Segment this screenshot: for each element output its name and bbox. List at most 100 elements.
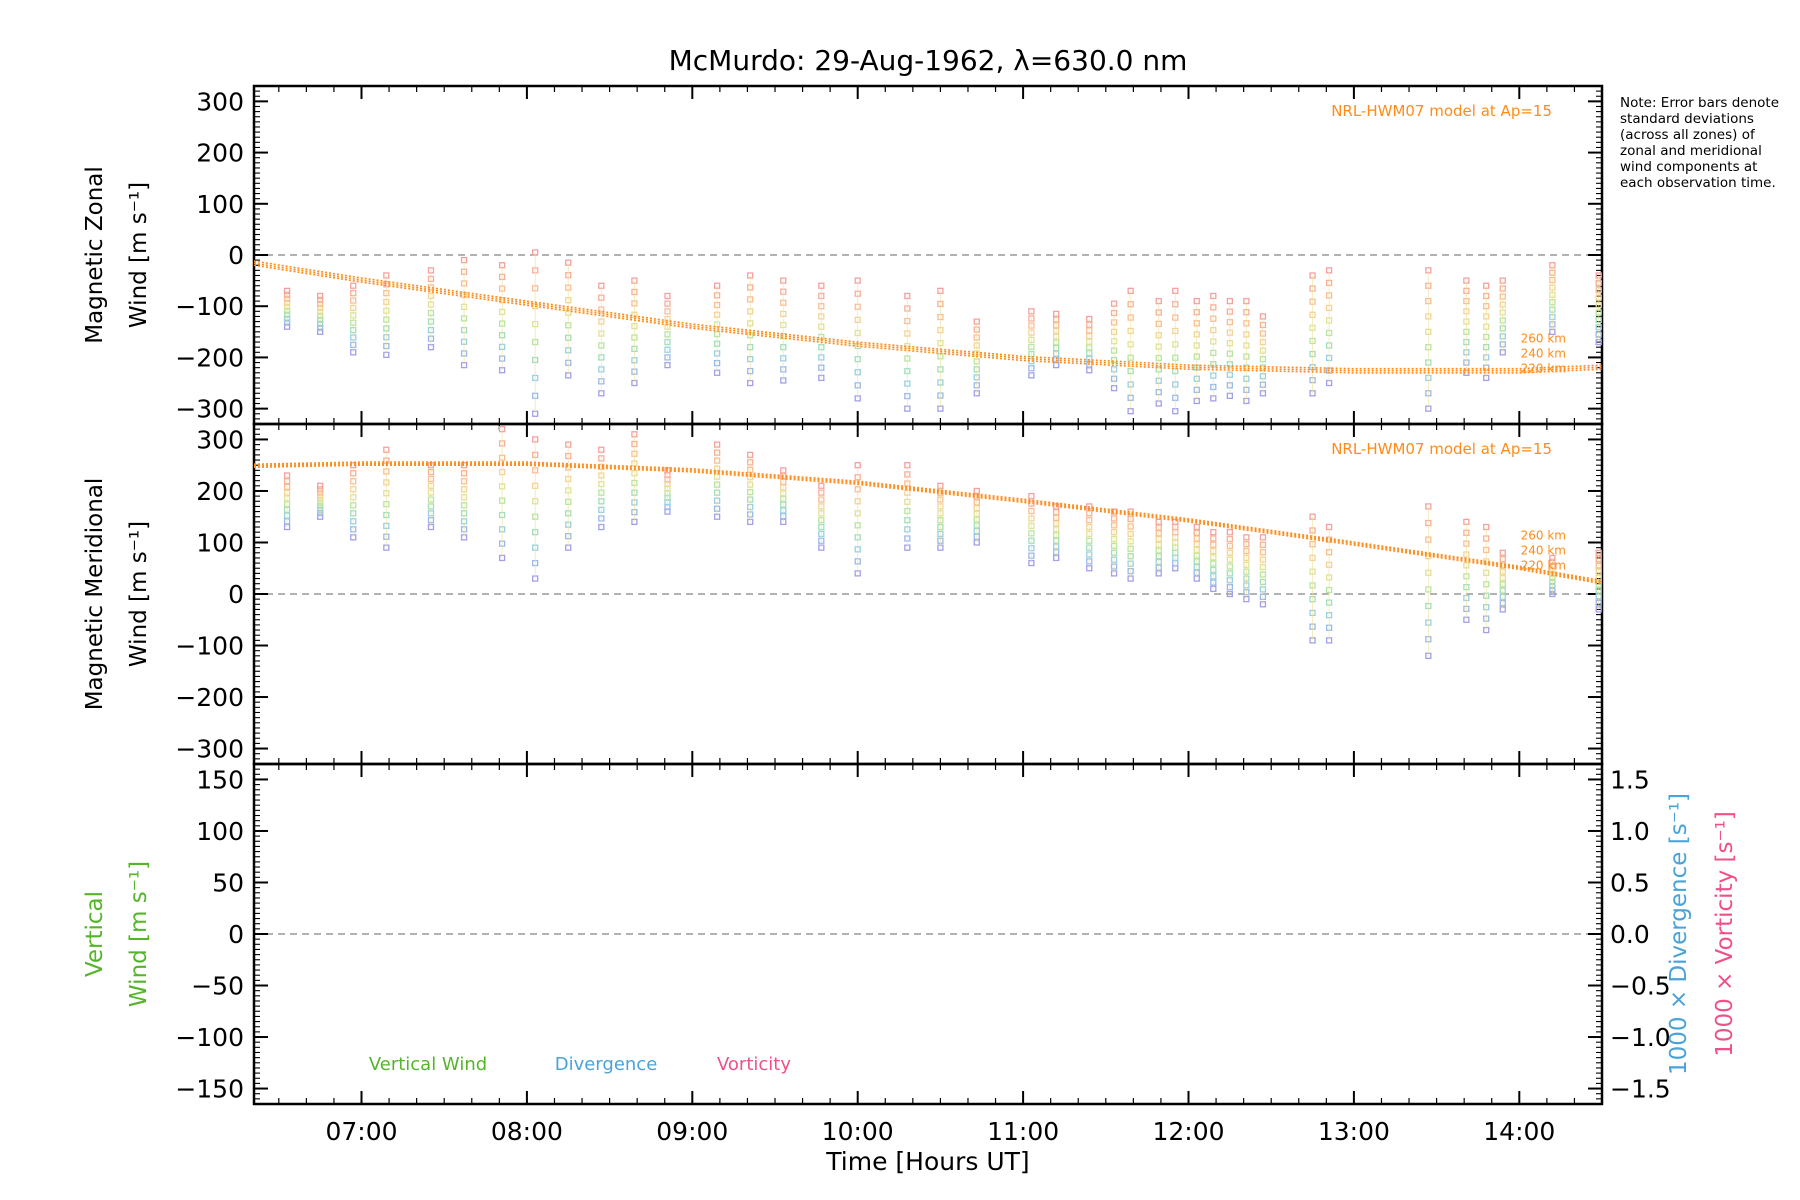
x-tick-label: 11:00 <box>987 1117 1059 1146</box>
observation-column <box>460 462 468 541</box>
observation-column <box>1028 308 1035 379</box>
model-line-240km <box>253 462 1603 583</box>
observation-column <box>664 467 671 515</box>
observation-column <box>1172 518 1179 572</box>
observation-column <box>631 431 638 526</box>
observation-column <box>1127 287 1134 415</box>
y2-tick-label: 1.0 <box>1610 817 1650 846</box>
altitude-label: 240 km <box>1521 544 1566 558</box>
y-label-line-1: Vertical <box>82 891 108 977</box>
x-tick-label: 14:00 <box>1483 1117 1555 1146</box>
y-tick-label: 200 <box>196 139 244 168</box>
observation-column <box>780 467 787 526</box>
panel-meridional: −300 −200 −100 0 100 200 300 Magnetic Meridiona… <box>82 422 1604 766</box>
observation-column <box>780 277 787 384</box>
observation-column <box>598 446 605 531</box>
y-ticks: −150 −100 −50 0 50 100 150 <box>175 763 268 1105</box>
observation-column <box>1193 297 1200 405</box>
x-tick-label: 12:00 <box>1152 1117 1224 1146</box>
altitude-label: 220 km <box>1521 559 1566 573</box>
observation-column <box>532 249 539 417</box>
observation-column <box>350 282 357 356</box>
observation-column <box>1595 549 1602 613</box>
panels: −300 −200 −100 0 100 200 300 Magnetic Zonal Wind… <box>82 84 1738 1146</box>
observation-column <box>1226 529 1234 598</box>
y-tick-label: 150 <box>196 765 244 794</box>
y-tick-label: −100 <box>175 292 244 321</box>
observation-column <box>904 462 911 551</box>
y-tick-label: 100 <box>196 190 244 219</box>
y-tick-label: 300 <box>196 425 244 454</box>
y-label-line-2: Wind [m s⁻¹] <box>126 861 152 1007</box>
y-label-line-2: Wind [m s⁻¹] <box>126 182 152 328</box>
legend-vertical-wind: Vertical Wind <box>369 1054 487 1075</box>
observation-column <box>1110 508 1118 577</box>
observation-column <box>498 426 506 562</box>
observation-column <box>427 267 435 351</box>
observation-column <box>317 482 324 520</box>
x-tick-label: 07:00 <box>325 1117 397 1146</box>
model-line-240km <box>253 262 1603 372</box>
y-tick-label: −100 <box>175 632 244 661</box>
observation-column <box>713 282 721 376</box>
model-label: NRL-HWM07 model at Ap=15 <box>1331 102 1552 120</box>
observation-column <box>598 282 605 397</box>
observation-column <box>1549 554 1556 598</box>
observation-column <box>854 462 861 577</box>
y-tick-label: 200 <box>196 477 244 506</box>
observation-column <box>1549 262 1556 335</box>
x-tick-label: 08:00 <box>491 1117 563 1146</box>
y-tick-label: −100 <box>175 1023 244 1052</box>
y2-label-vorticity: 1000 × Vorticity [s⁻¹] <box>1712 811 1738 1057</box>
observation-column <box>1172 287 1179 415</box>
observation-column <box>713 441 721 520</box>
observation-column <box>1243 297 1250 405</box>
observation-column <box>1193 523 1200 582</box>
x-tick-label: 10:00 <box>822 1117 894 1146</box>
observation-column <box>1110 300 1118 392</box>
observation-column <box>664 292 671 369</box>
y-tick-label: 50 <box>212 868 244 897</box>
y2-label-divergence: 1000 × Divergence [s⁻¹] <box>1666 793 1692 1075</box>
observation-column <box>1325 523 1333 644</box>
y2-ticks: −1.5 −1.0 −0.5 0.0 0.5 1.0 1.5 1000 × Divergenc… <box>1588 763 1738 1104</box>
observation-column <box>1127 508 1134 582</box>
altitude-label: 220 km <box>1521 362 1566 376</box>
y-tick-label: −300 <box>175 395 244 424</box>
legend-divergence: Divergence <box>555 1054 658 1075</box>
observation-column <box>854 277 861 402</box>
observation-column <box>1086 503 1093 572</box>
observation-column <box>1425 503 1432 659</box>
observation-column <box>937 482 944 551</box>
y-tick-label: 300 <box>196 87 244 116</box>
observation-column <box>1483 523 1490 634</box>
observation-column <box>283 472 291 531</box>
y2-tick-label: 0.0 <box>1610 920 1650 949</box>
y-label-line-1: Magnetic Zonal <box>82 166 108 344</box>
observation-column <box>1210 529 1217 592</box>
observation-column <box>565 441 572 551</box>
x-tick-labels: 07:00 08:00 09:00 10:00 11:00 12:00 13:00 14:00 <box>325 1117 1555 1146</box>
y2-tick-label: −0.5 <box>1610 972 1671 1001</box>
observation-column <box>973 318 980 397</box>
observation-column <box>427 462 435 531</box>
y-tick-label: −300 <box>175 735 244 764</box>
observation-column <box>1226 297 1234 399</box>
observation-column <box>1155 518 1162 577</box>
y-tick-label: −200 <box>175 683 244 712</box>
observation-column <box>1325 267 1333 387</box>
observation-column <box>1243 534 1250 603</box>
error-bar-note: Note: Error bars denote standard deviati… <box>1620 95 1780 191</box>
altitude-label: 260 km <box>1521 529 1566 543</box>
observation-column <box>904 292 911 412</box>
model-label: NRL-HWM07 model at Ap=15 <box>1331 440 1552 458</box>
y-tick-label: 0 <box>228 920 244 949</box>
observation-column <box>973 487 980 546</box>
y-tick-label: 0 <box>228 241 244 270</box>
observation-column <box>1499 277 1506 356</box>
observation-column <box>747 451 754 526</box>
model-line-220km <box>253 264 1603 374</box>
legend: Vertical Wind Divergence Vorticity <box>369 1054 792 1075</box>
observation-column <box>1155 297 1162 407</box>
